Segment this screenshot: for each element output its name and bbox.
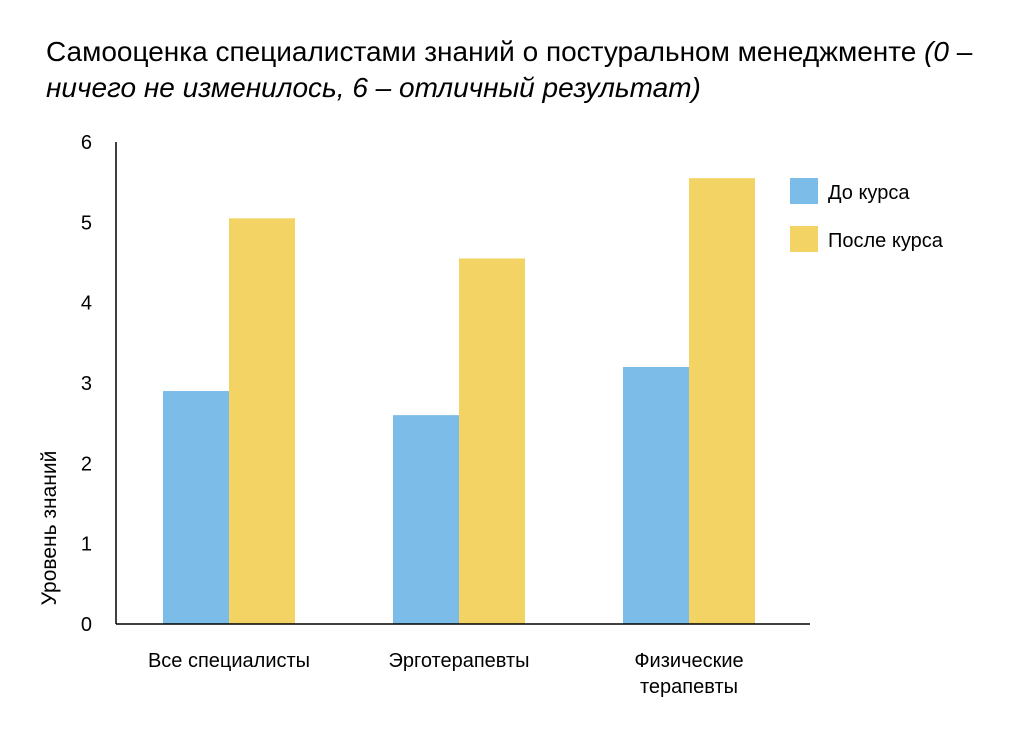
y-tick-label-4: 4 <box>81 293 92 315</box>
x-category-label-2: Физические терапевты <box>634 650 743 698</box>
x-category-label-line: терапевты <box>640 676 738 698</box>
bar-after-1 <box>459 258 525 624</box>
x-category-label-1: Эрготерапевты <box>388 650 529 672</box>
bar-before-1 <box>393 415 459 624</box>
chart-title: Самооценка специалистами знаний о постур… <box>46 34 1006 106</box>
y-tick-label-1: 1 <box>81 534 92 556</box>
x-category-label-line: Эрготерапевты <box>388 650 529 672</box>
y-axis-label: Уровень знаний <box>38 451 61 606</box>
legend-label-0: До курса <box>828 182 910 204</box>
y-tick-label-6: 6 <box>81 132 92 154</box>
bar-before-0 <box>163 391 229 624</box>
legend-swatch-1 <box>790 226 818 252</box>
bar-after-0 <box>229 218 295 625</box>
x-category-label-0: Все специалисты <box>148 650 310 672</box>
bar-after-2 <box>689 178 755 624</box>
legend-label-1: После курса <box>828 230 944 252</box>
legend-swatch-0 <box>790 178 818 204</box>
chart-subtitle: (0 – ничего не изменилось, 6 – отличный … <box>46 36 973 103</box>
y-tick-label-0: 0 <box>81 614 92 636</box>
y-tick-label-2: 2 <box>81 453 92 475</box>
x-category-label-line: Физические <box>634 650 743 672</box>
y-tick-label-5: 5 <box>81 212 92 234</box>
y-tick-label-3: 3 <box>81 373 92 395</box>
bar-before-2 <box>623 366 689 624</box>
x-category-label-line: Все специалисты <box>148 650 310 672</box>
chart-title-main: Самооценка специалистами знаний о постур… <box>46 36 917 67</box>
